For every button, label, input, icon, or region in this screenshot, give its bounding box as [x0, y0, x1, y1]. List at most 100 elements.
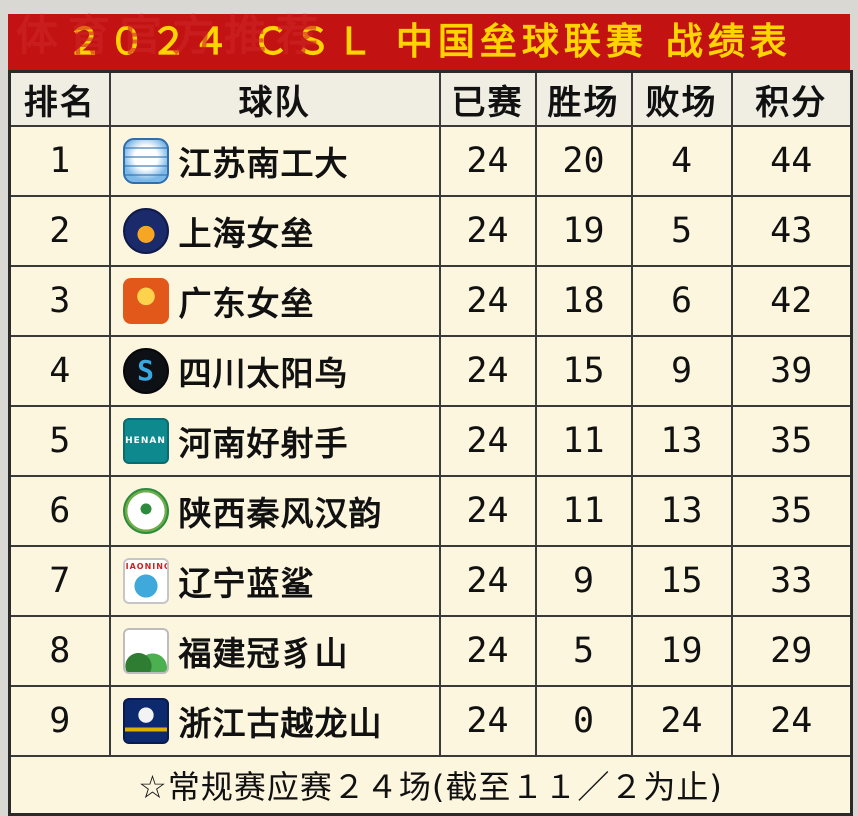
wins-cell: 19	[534, 195, 633, 267]
team-wrap: HENAN 河南好射手	[122, 417, 435, 465]
wins-cell: 18	[534, 265, 633, 337]
guangdong-team-logo	[122, 278, 169, 324]
team-logo-glyph: LIAONING	[125, 562, 167, 571]
page-title: ２０２４ ＣＳＬ 中国垒球联赛 战绩表	[8, 14, 850, 70]
table-row: 5 HENAN 河南好射手 24 11 13 35	[8, 405, 853, 477]
played-cell: 24	[438, 685, 537, 757]
shaanxi-team-logo	[122, 488, 169, 534]
wins-cell: 11	[534, 475, 633, 547]
played-cell: 24	[438, 125, 537, 197]
header-row: 排名 球队 已赛 胜场 败场 积分	[8, 70, 853, 127]
standings-body: 1 江苏南工大 24 20 4 44 2 上海女垒 24 19 5 43	[8, 125, 853, 757]
points-cell: 42	[730, 265, 853, 337]
team-wrap: LIAONING 辽宁蓝鲨	[122, 557, 435, 605]
points-cell: 24	[730, 685, 853, 757]
table-row: 1 江苏南工大 24 20 4 44	[8, 125, 853, 197]
losses-cell: 15	[630, 545, 733, 617]
table-row: 7 LIAONING 辽宁蓝鲨 24 9 15 33	[8, 545, 853, 617]
team-wrap: 浙江古越龙山	[122, 697, 435, 745]
table-row: 9 浙江古越龙山 24 0 24 24	[8, 685, 853, 757]
losses-cell: 13	[630, 475, 733, 547]
jiangsu-team-logo	[122, 138, 169, 184]
losses-cell: 4	[630, 125, 733, 197]
team-cell: 上海女垒	[108, 195, 441, 267]
col-header-rank: 排名	[8, 70, 111, 127]
sichuan-team-logo: S	[122, 348, 169, 394]
col-header-played: 已赛	[438, 70, 537, 127]
team-name: 辽宁蓝鲨	[178, 564, 315, 603]
zhejiang-team-logo	[122, 698, 169, 744]
col-header-team: 球队	[108, 70, 441, 127]
standings-sheet: ２０２４ ＣＳＬ 中国垒球联赛 战绩表 排名 球队 已赛 胜场 败场 积分 1 …	[8, 14, 853, 816]
col-header-losses: 败场	[630, 70, 733, 127]
shanghai-team-logo	[122, 208, 169, 254]
losses-cell: 5	[630, 195, 733, 267]
team-wrap: S 四川太阳鸟	[122, 347, 435, 395]
played-cell: 24	[438, 545, 537, 617]
team-name: 上海女垒	[178, 214, 315, 253]
points-cell: 39	[730, 335, 853, 407]
losses-cell: 19	[630, 615, 733, 687]
losses-cell: 24	[630, 685, 733, 757]
played-cell: 24	[438, 615, 537, 687]
table-row: 8 福建冠豸山 24 5 19 29	[8, 615, 853, 687]
team-logo-glyph: S	[137, 354, 154, 387]
rank-cell: 8	[8, 615, 111, 687]
table-row: 3 广东女垒 24 18 6 42	[8, 265, 853, 337]
team-cell: HENAN 河南好射手	[108, 405, 441, 477]
team-cell: S 四川太阳鸟	[108, 335, 441, 407]
team-logo-glyph: HENAN	[125, 435, 166, 446]
points-cell: 35	[730, 475, 853, 547]
col-header-points: 积分	[730, 70, 853, 127]
losses-cell: 9	[630, 335, 733, 407]
team-name: 福建冠豸山	[178, 634, 349, 673]
table-row: 4 S 四川太阳鸟 24 15 9 39	[8, 335, 853, 407]
henan-team-logo: HENAN	[122, 418, 169, 464]
rank-cell: 1	[8, 125, 111, 197]
team-cell: 陕西秦风汉韵	[108, 475, 441, 547]
team-cell: 广东女垒	[108, 265, 441, 337]
wins-cell: 15	[534, 335, 633, 407]
rank-cell: 6	[8, 475, 111, 547]
rank-cell: 3	[8, 265, 111, 337]
played-cell: 24	[438, 475, 537, 547]
team-name: 浙江古越龙山	[178, 704, 383, 743]
points-cell: 43	[730, 195, 853, 267]
fujian-team-logo	[122, 628, 169, 674]
team-cell: 江苏南工大	[108, 125, 441, 197]
standings-table: 排名 球队 已赛 胜场 败场 积分 1 江苏南工大 24 20 4 44 2	[8, 70, 853, 816]
played-cell: 24	[438, 195, 537, 267]
footer-row: ☆常规赛应赛２４场(截至１１／２为止)	[8, 755, 853, 816]
team-name: 江苏南工大	[178, 144, 349, 183]
team-wrap: 陕西秦风汉韵	[122, 487, 435, 535]
rank-cell: 9	[8, 685, 111, 757]
wins-cell: 9	[534, 545, 633, 617]
wins-cell: 11	[534, 405, 633, 477]
played-cell: 24	[438, 265, 537, 337]
team-name: 河南好射手	[178, 424, 349, 463]
team-wrap: 广东女垒	[122, 277, 435, 325]
losses-cell: 6	[630, 265, 733, 337]
team-cell: LIAONING 辽宁蓝鲨	[108, 545, 441, 617]
played-cell: 24	[438, 405, 537, 477]
team-wrap: 上海女垒	[122, 207, 435, 255]
rank-cell: 4	[8, 335, 111, 407]
team-wrap: 福建冠豸山	[122, 627, 435, 675]
team-cell: 福建冠豸山	[108, 615, 441, 687]
team-wrap: 江苏南工大	[122, 137, 435, 185]
rank-cell: 5	[8, 405, 111, 477]
team-name: 陕西秦风汉韵	[178, 494, 383, 533]
points-cell: 33	[730, 545, 853, 617]
liaoning-team-logo: LIAONING	[122, 558, 169, 604]
table-row: 6 陕西秦风汉韵 24 11 13 35	[8, 475, 853, 547]
points-cell: 29	[730, 615, 853, 687]
team-name: 四川太阳鸟	[178, 354, 349, 393]
rank-cell: 7	[8, 545, 111, 617]
team-cell: 浙江古越龙山	[108, 685, 441, 757]
footer-note: ☆常规赛应赛２４场(截至１１／２为止)	[8, 755, 853, 816]
wins-cell: 0	[534, 685, 633, 757]
col-header-wins: 胜场	[534, 70, 633, 127]
wins-cell: 5	[534, 615, 633, 687]
table-row: 2 上海女垒 24 19 5 43	[8, 195, 853, 267]
team-name: 广东女垒	[178, 284, 315, 323]
